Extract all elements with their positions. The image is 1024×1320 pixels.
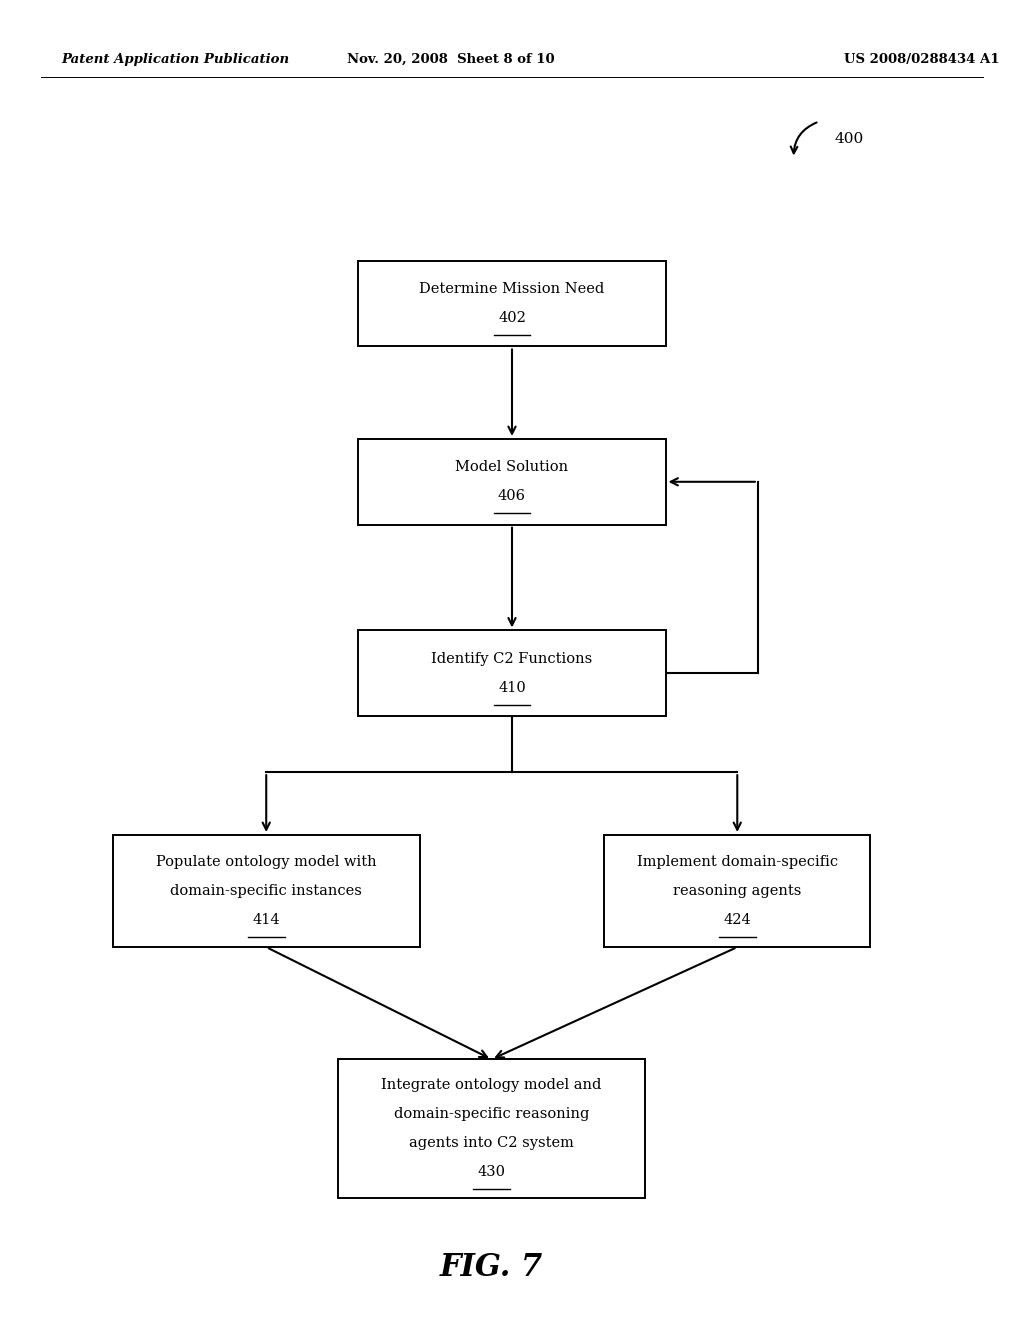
Text: FIG. 7: FIG. 7 bbox=[440, 1251, 543, 1283]
Bar bbox=[338, 1059, 645, 1199]
Text: Identify C2 Functions: Identify C2 Functions bbox=[431, 652, 593, 665]
Text: Populate ontology model with: Populate ontology model with bbox=[156, 855, 377, 869]
Text: Determine Mission Need: Determine Mission Need bbox=[420, 282, 604, 296]
Text: 406: 406 bbox=[498, 490, 526, 503]
Text: Patent Application Publication: Patent Application Publication bbox=[61, 53, 290, 66]
Text: reasoning agents: reasoning agents bbox=[673, 884, 802, 898]
Bar bbox=[604, 834, 870, 948]
Text: Model Solution: Model Solution bbox=[456, 461, 568, 474]
Text: agents into C2 system: agents into C2 system bbox=[409, 1137, 574, 1150]
Text: domain-specific instances: domain-specific instances bbox=[170, 884, 362, 898]
Text: 414: 414 bbox=[253, 913, 280, 927]
Text: 400: 400 bbox=[835, 132, 864, 145]
Text: domain-specific reasoning: domain-specific reasoning bbox=[394, 1107, 589, 1121]
Bar bbox=[113, 834, 420, 948]
Text: 430: 430 bbox=[477, 1166, 506, 1179]
Text: Nov. 20, 2008  Sheet 8 of 10: Nov. 20, 2008 Sheet 8 of 10 bbox=[347, 53, 554, 66]
Text: Implement domain-specific: Implement domain-specific bbox=[637, 855, 838, 869]
Bar bbox=[358, 261, 666, 346]
Text: 402: 402 bbox=[498, 312, 526, 325]
Bar bbox=[358, 438, 666, 524]
Text: US 2008/0288434 A1: US 2008/0288434 A1 bbox=[844, 53, 999, 66]
Text: 410: 410 bbox=[498, 681, 526, 694]
Text: Integrate ontology model and: Integrate ontology model and bbox=[381, 1078, 602, 1092]
Text: 424: 424 bbox=[723, 913, 752, 927]
Bar bbox=[358, 631, 666, 715]
